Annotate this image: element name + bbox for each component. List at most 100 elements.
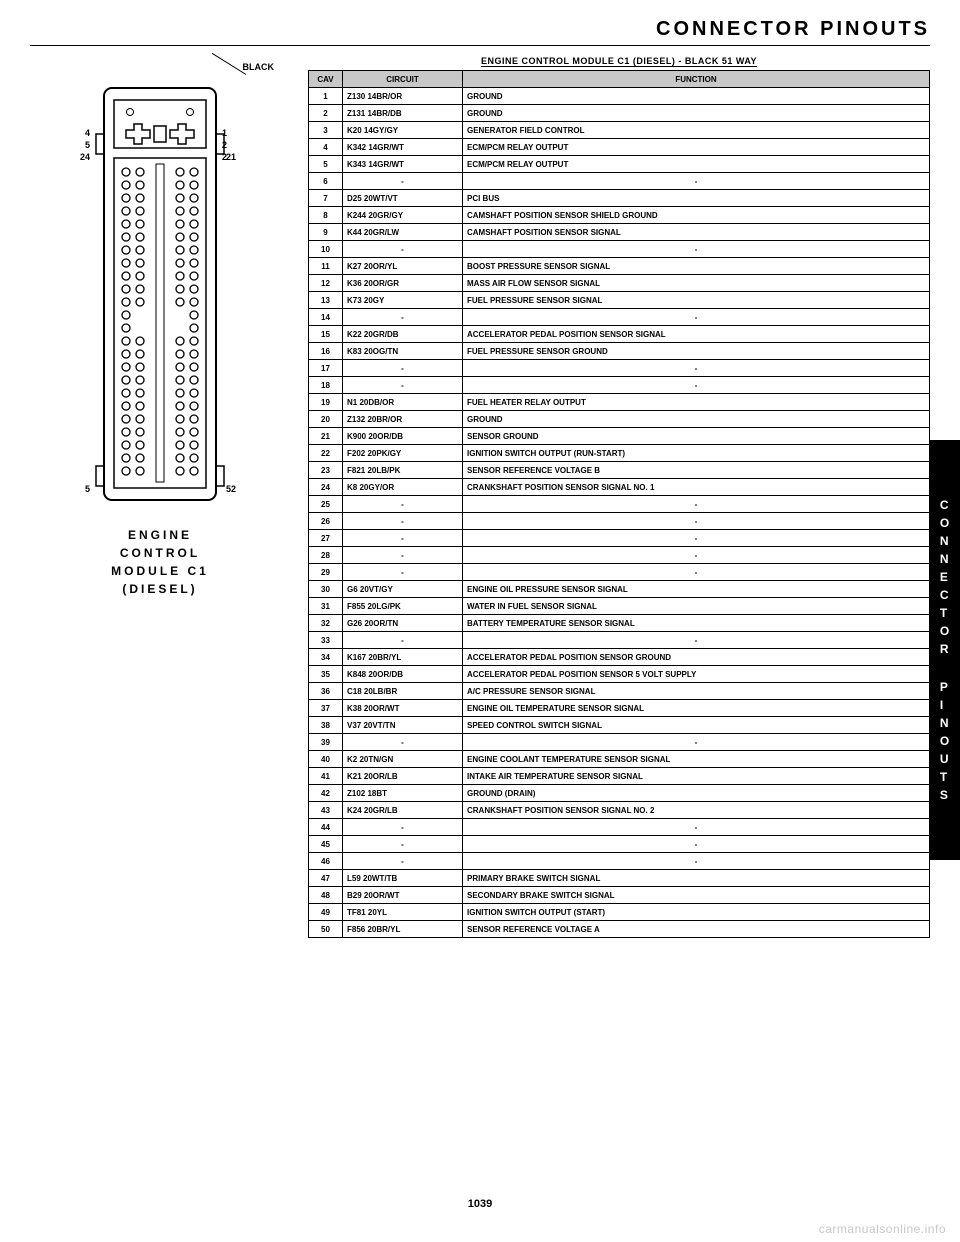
cell-circuit: K83 20OG/TN (343, 343, 463, 360)
svg-text:5: 5 (85, 484, 90, 494)
cell-circuit: K21 20OR/LB (343, 768, 463, 785)
cell-cav: 41 (309, 768, 343, 785)
cell-function: CRANKSHAFT POSITION SENSOR SIGNAL NO. 2 (463, 802, 930, 819)
cell-function: - (463, 377, 930, 394)
cell-function: PRIMARY BRAKE SWITCH SIGNAL (463, 870, 930, 887)
cell-function: GROUND (DRAIN) (463, 785, 930, 802)
cell-function: - (463, 496, 930, 513)
cell-cav: 38 (309, 717, 343, 734)
cell-function: ACCELERATOR PEDAL POSITION SENSOR SIGNAL (463, 326, 930, 343)
cell-cav: 13 (309, 292, 343, 309)
cell-circuit: K900 20OR/DB (343, 428, 463, 445)
cell-function: A/C PRESSURE SENSOR SIGNAL (463, 683, 930, 700)
table-row: 36C18 20LB/BRA/C PRESSURE SENSOR SIGNAL (309, 683, 930, 700)
cell-circuit: - (343, 377, 463, 394)
caption-line: ENGINE (30, 526, 290, 544)
cell-function: - (463, 564, 930, 581)
cell-circuit: - (343, 360, 463, 377)
cell-circuit: F202 20PK/GY (343, 445, 463, 462)
cell-circuit: - (343, 853, 463, 870)
table-row: 44-- (309, 819, 930, 836)
cell-circuit: K8 20GY/OR (343, 479, 463, 496)
sidetab-letter: T (940, 604, 950, 622)
connector-diagram: 1 2 2 4 5 24 21 5 52 (60, 76, 260, 516)
cell-circuit: - (343, 241, 463, 258)
cell-circuit: - (343, 734, 463, 751)
cell-cav: 48 (309, 887, 343, 904)
cell-circuit: G6 20VT/GY (343, 581, 463, 598)
cell-function: CRANKSHAFT POSITION SENSOR SIGNAL NO. 1 (463, 479, 930, 496)
cell-function: - (463, 360, 930, 377)
cell-cav: 35 (309, 666, 343, 683)
table-row: 49TF81 20YLIGNITION SWITCH OUTPUT (START… (309, 904, 930, 921)
table-row: 2Z131 14BR/DBGROUND (309, 105, 930, 122)
cell-circuit: K20 14GY/GY (343, 122, 463, 139)
cell-cav: 27 (309, 530, 343, 547)
table-row: 28-- (309, 547, 930, 564)
cell-cav: 11 (309, 258, 343, 275)
table-row: 8K244 20GR/GYCAMSHAFT POSITION SENSOR SH… (309, 207, 930, 224)
connector-caption: ENGINE CONTROL MODULE C1 (DIESEL) (30, 526, 290, 598)
cell-cav: 9 (309, 224, 343, 241)
cell-cav: 6 (309, 173, 343, 190)
cell-circuit: Z131 14BR/DB (343, 105, 463, 122)
table-row: 33-- (309, 632, 930, 649)
cell-cav: 25 (309, 496, 343, 513)
cell-function: SPEED CONTROL SWITCH SIGNAL (463, 717, 930, 734)
table-row: 18-- (309, 377, 930, 394)
table-row: 48B29 20OR/WTSECONDARY BRAKE SWITCH SIGN… (309, 887, 930, 904)
table-row: 26-- (309, 513, 930, 530)
cell-function: FUEL HEATER RELAY OUTPUT (463, 394, 930, 411)
sidetab-letter: C (940, 586, 950, 604)
table-row: 34K167 20BR/YLACCELERATOR PEDAL POSITION… (309, 649, 930, 666)
cell-circuit: K24 20GR/LB (343, 802, 463, 819)
cell-circuit: - (343, 309, 463, 326)
cell-circuit: K343 14GR/WT (343, 156, 463, 173)
cell-cav: 12 (309, 275, 343, 292)
svg-text:4: 4 (85, 128, 90, 138)
table-row: 31F855 20LG/PKWATER IN FUEL SENSOR SIGNA… (309, 598, 930, 615)
sidetab-letter: P (940, 678, 950, 696)
table-row: 25-- (309, 496, 930, 513)
table-row: 21K900 20OR/DBSENSOR GROUND (309, 428, 930, 445)
cell-function: CAMSHAFT POSITION SENSOR SIGNAL (463, 224, 930, 241)
cell-cav: 2 (309, 105, 343, 122)
table-row: 12K36 20OR/GRMASS AIR FLOW SENSOR SIGNAL (309, 275, 930, 292)
watermark: carmanualsonline.info (819, 1222, 946, 1236)
cell-function: SENSOR REFERENCE VOLTAGE B (463, 462, 930, 479)
sidetab-letter: O (940, 732, 950, 750)
table-row: 43K24 20GR/LBCRANKSHAFT POSITION SENSOR … (309, 802, 930, 819)
side-tab: CONNECTOR PINOUTS (930, 440, 960, 860)
cell-cav: 37 (309, 700, 343, 717)
table-row: 6-- (309, 173, 930, 190)
cell-function: GENERATOR FIELD CONTROL (463, 122, 930, 139)
cell-cav: 1 (309, 88, 343, 105)
sidetab-letter: E (940, 568, 950, 586)
table-row: 9K44 20GR/LWCAMSHAFT POSITION SENSOR SIG… (309, 224, 930, 241)
cell-function: - (463, 241, 930, 258)
cell-circuit: TF81 20YL (343, 904, 463, 921)
cell-function: - (463, 853, 930, 870)
cell-function: ENGINE OIL PRESSURE SENSOR SIGNAL (463, 581, 930, 598)
cell-circuit: K36 20OR/GR (343, 275, 463, 292)
cell-function: GROUND (463, 88, 930, 105)
sidetab-letter: N (940, 532, 950, 550)
cell-cav: 18 (309, 377, 343, 394)
cell-function: IGNITION SWITCH OUTPUT (RUN-START) (463, 445, 930, 462)
cell-cav: 32 (309, 615, 343, 632)
table-row: 14-- (309, 309, 930, 326)
cell-cav: 43 (309, 802, 343, 819)
cell-circuit: K342 14GR/WT (343, 139, 463, 156)
sidetab-letter: U (940, 750, 950, 768)
cell-circuit: Z102 18BT (343, 785, 463, 802)
cell-cav: 26 (309, 513, 343, 530)
table-row: 23F821 20LB/PKSENSOR REFERENCE VOLTAGE B (309, 462, 930, 479)
cell-function: ACCELERATOR PEDAL POSITION SENSOR 5 VOLT… (463, 666, 930, 683)
cell-cav: 4 (309, 139, 343, 156)
cell-circuit: V37 20VT/TN (343, 717, 463, 734)
cell-function: MASS AIR FLOW SENSOR SIGNAL (463, 275, 930, 292)
cell-cav: 23 (309, 462, 343, 479)
cell-circuit: - (343, 496, 463, 513)
sidetab-letter: I (940, 696, 950, 714)
table-row: 1Z130 14BR/ORGROUND (309, 88, 930, 105)
